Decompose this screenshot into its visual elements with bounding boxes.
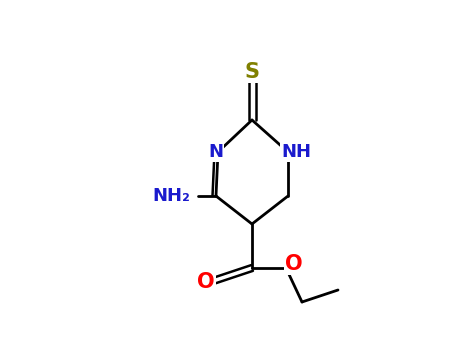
Text: N: N bbox=[208, 143, 223, 161]
Text: O: O bbox=[197, 272, 215, 292]
Text: O: O bbox=[285, 254, 303, 274]
Text: S: S bbox=[244, 62, 259, 82]
Text: NH: NH bbox=[281, 143, 311, 161]
Text: NH₂: NH₂ bbox=[152, 187, 190, 205]
